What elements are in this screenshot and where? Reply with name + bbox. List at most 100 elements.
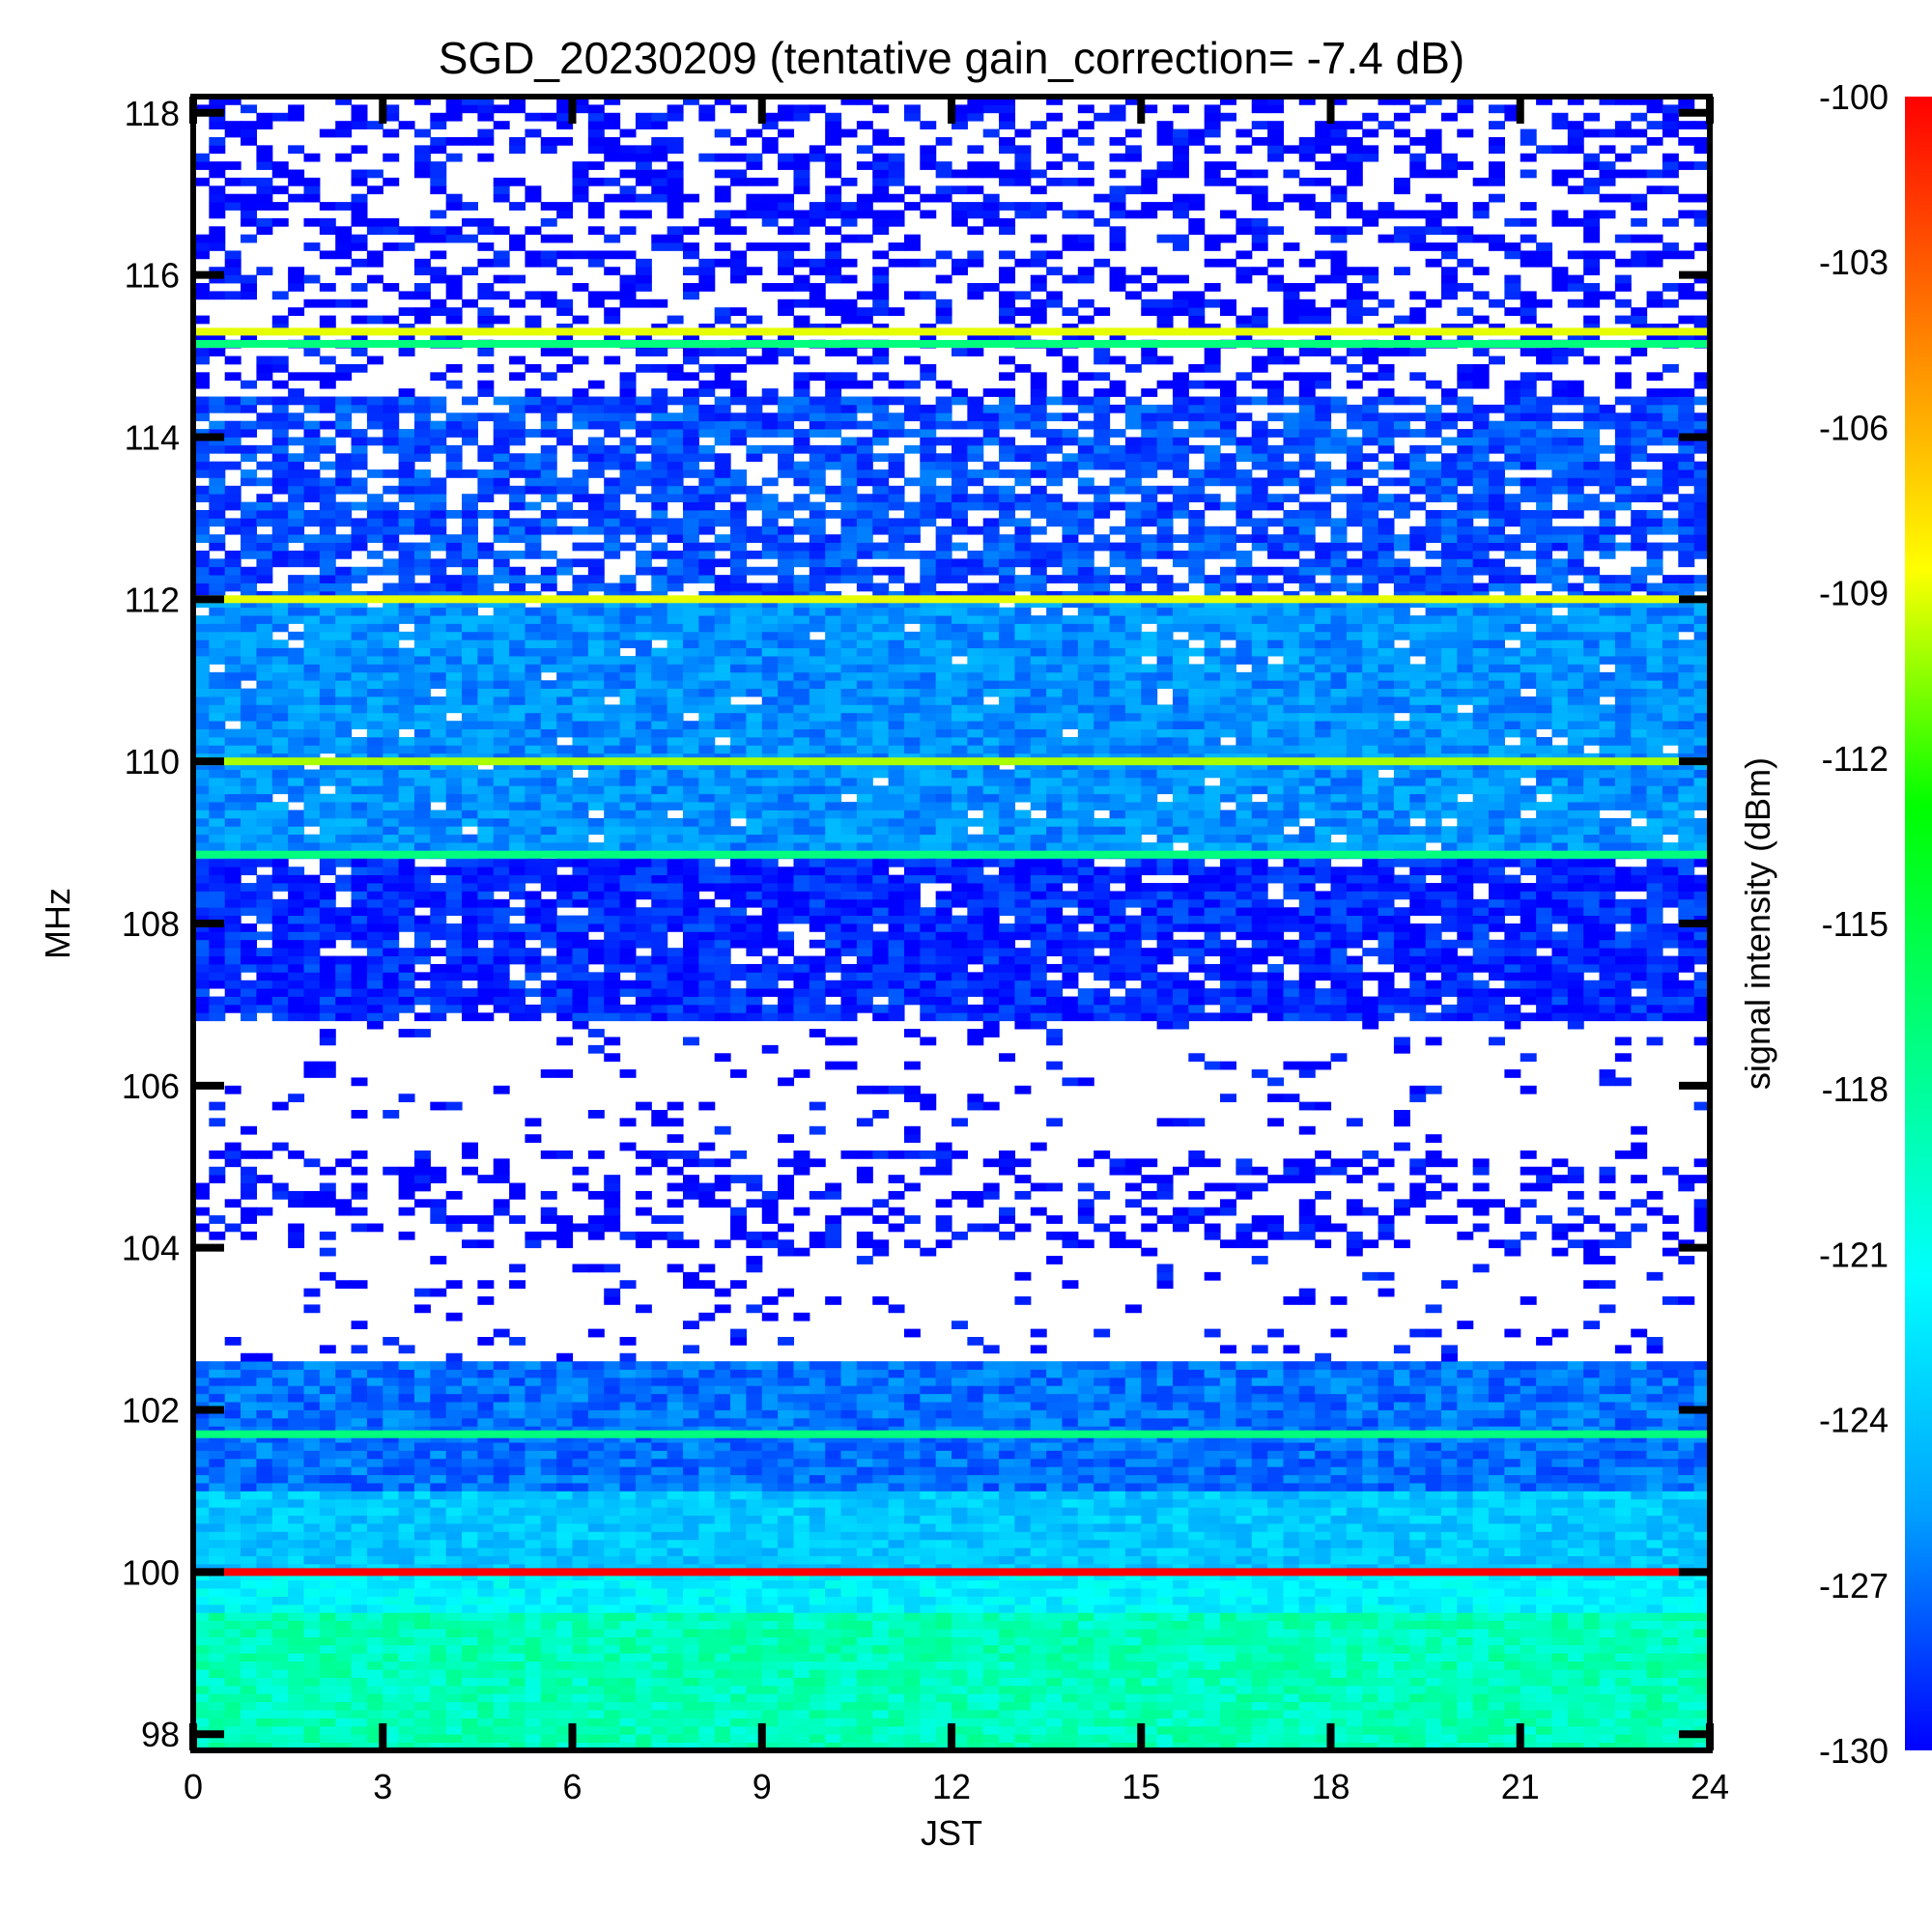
heatmap-cell	[1440, 1701, 1458, 1711]
heatmap-cell	[872, 1523, 890, 1532]
heatmap-cell	[698, 1588, 716, 1597]
heatmap-cell	[1014, 1725, 1032, 1735]
heatmap-cell	[1583, 1417, 1601, 1427]
heatmap-cell	[1094, 1669, 1111, 1678]
heatmap-cell	[825, 1742, 842, 1750]
heatmap-cell	[445, 1596, 463, 1605]
heatmap-cell	[224, 1369, 242, 1378]
heatmap-cell	[572, 1442, 589, 1451]
heatmap-cell	[1346, 1742, 1363, 1750]
heatmap-cell	[477, 1572, 495, 1581]
heatmap-cell	[1298, 1434, 1316, 1443]
heatmap-cell	[999, 1402, 1016, 1410]
heatmap-cell	[224, 1402, 242, 1410]
heatmap-cell	[477, 1223, 495, 1233]
heatmap-cell	[793, 1725, 810, 1735]
heatmap-cell	[493, 1393, 510, 1403]
heatmap-cell	[1094, 1491, 1111, 1500]
heatmap-cell	[1251, 1644, 1268, 1654]
heatmap-cell	[1014, 1629, 1032, 1637]
heatmap-cell	[1236, 1572, 1253, 1581]
heatmap-cell	[1156, 1596, 1174, 1605]
heatmap-cell	[1362, 1239, 1379, 1249]
heatmap-cell	[809, 1231, 826, 1240]
heatmap-cell	[888, 1498, 905, 1508]
heatmap-cell	[413, 1572, 431, 1581]
heatmap-cell	[1504, 1579, 1521, 1589]
heatmap-cell	[1030, 1385, 1047, 1395]
heatmap-cell	[1693, 1596, 1710, 1605]
heatmap-cell	[509, 1734, 526, 1744]
heatmap-cell	[778, 1369, 795, 1378]
heatmap-cell	[493, 1636, 510, 1646]
heatmap-cell	[1156, 1369, 1174, 1378]
heatmap-cell	[967, 1685, 984, 1694]
heatmap-cell	[698, 1531, 716, 1541]
heatmap-cell	[1220, 1393, 1236, 1403]
heatmap-cell	[366, 1579, 384, 1589]
heatmap-cell	[1599, 1636, 1616, 1646]
heatmap-cell	[1567, 1393, 1584, 1403]
heatmap-cell	[1315, 1434, 1332, 1443]
heatmap-cell	[525, 1539, 542, 1548]
heatmap-cell	[1283, 1361, 1300, 1370]
heatmap-cell	[1330, 1523, 1348, 1532]
heatmap-cell	[1346, 1458, 1363, 1467]
heatmap-cell	[366, 1409, 384, 1419]
heatmap-cell	[193, 1491, 210, 1500]
heatmap-cell	[509, 1710, 526, 1719]
heatmap-cell	[825, 1361, 842, 1370]
heatmap-cell	[1536, 1474, 1553, 1484]
heatmap-cell	[952, 1596, 968, 1605]
heatmap-cell	[430, 1701, 447, 1711]
heatmap-cell	[667, 1653, 684, 1662]
heatmap-cell	[1077, 1491, 1094, 1500]
heatmap-cell	[1599, 1491, 1616, 1500]
heatmap-cell	[1124, 1377, 1142, 1386]
heatmap-cell	[1599, 1588, 1616, 1597]
heatmap-cell	[1440, 1579, 1458, 1589]
heatmap-cell	[1251, 1653, 1268, 1662]
heatmap-cell	[1362, 1555, 1379, 1565]
heatmap-cell	[1393, 1434, 1410, 1443]
heatmap-cell	[619, 1507, 637, 1517]
heatmap-cell	[1536, 1523, 1553, 1532]
heatmap-cell	[556, 1685, 574, 1694]
heatmap-cell	[193, 1483, 210, 1492]
heatmap-cell	[1693, 1385, 1710, 1395]
heatmap-cell	[1077, 1434, 1094, 1443]
heatmap-cell	[967, 1474, 984, 1484]
heatmap-cell	[319, 1629, 336, 1637]
heatmap-cell	[1583, 1385, 1601, 1395]
heatmap-cell	[1425, 1474, 1442, 1484]
heatmap-cell	[1646, 1685, 1663, 1694]
heatmap-cell	[1188, 1491, 1206, 1500]
heatmap-cell	[1551, 1742, 1569, 1750]
heatmap-cell	[1094, 1710, 1111, 1719]
heatmap-cell	[224, 1710, 242, 1719]
heatmap-cell	[714, 1466, 731, 1476]
heatmap-cell	[430, 1693, 447, 1703]
heatmap-cell	[840, 1402, 858, 1410]
heatmap-cell	[1614, 1710, 1632, 1719]
heatmap-cell	[366, 1612, 384, 1622]
heatmap-cell	[635, 1483, 652, 1492]
heatmap-cell	[1046, 1393, 1064, 1403]
heatmap-cell	[1489, 1653, 1505, 1662]
heatmap-cell	[778, 1458, 795, 1467]
heatmap-cell	[1409, 1539, 1427, 1548]
heatmap-cell	[366, 1710, 384, 1719]
heatmap-cell	[1599, 1417, 1616, 1427]
heatmap-cell	[209, 1393, 226, 1403]
heatmap-cell	[1204, 1572, 1221, 1581]
heatmap-cell	[1172, 1361, 1189, 1370]
heatmap-cell	[1378, 1402, 1395, 1410]
heatmap-cell	[1378, 1531, 1395, 1541]
heatmap-cell	[1315, 1385, 1332, 1395]
heatmap-cell	[1631, 1629, 1648, 1637]
heatmap-cell	[1315, 1604, 1332, 1613]
heatmap-cell	[241, 1507, 258, 1517]
heatmap-cell	[335, 1604, 353, 1613]
heatmap-cell	[509, 1572, 526, 1581]
heatmap-cell	[809, 1725, 826, 1735]
